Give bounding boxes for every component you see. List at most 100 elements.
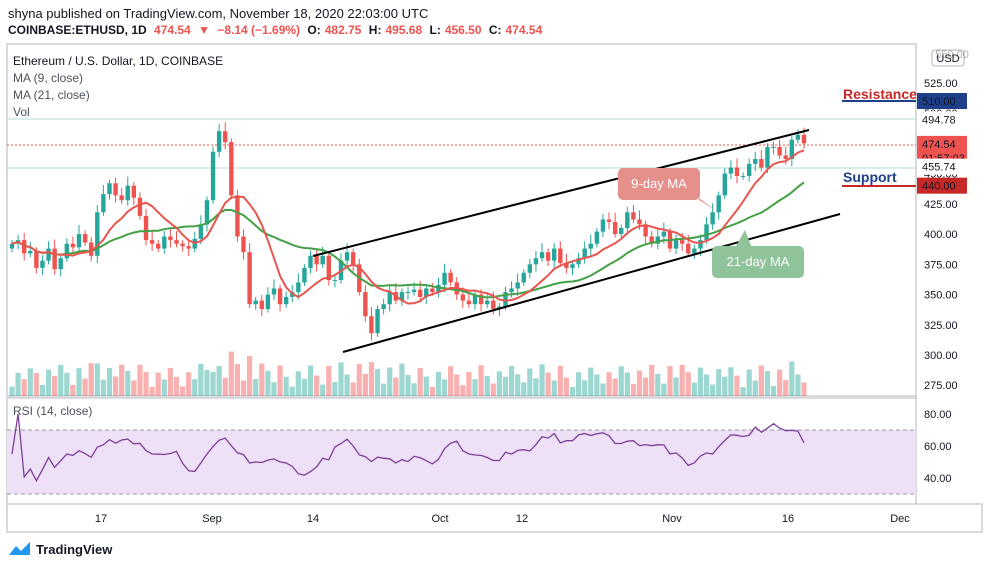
brand-label: TradingView [36,541,113,557]
volume-bar [667,366,673,396]
volume-bar [271,382,277,396]
time-axis[interactable]: 17 Sep 14 Oct 12 Nov 16 Dec [95,513,910,525]
price-tick: 375.00 [924,259,958,271]
candle [168,229,173,248]
candle [271,279,277,300]
candle [777,139,782,160]
svg-text:455.74: 455.74 [922,162,956,174]
candle [70,236,76,253]
volume-bar [143,372,149,396]
candle [253,296,258,310]
candle [113,177,118,203]
volume-bar [746,369,752,396]
volume-bar [15,372,21,396]
down-arrow-icon: ▼ [198,23,210,37]
volume-bar [460,385,466,396]
rsi-legend[interactable]: RSI (14, close) [13,404,93,418]
currency-box[interactable] [931,49,965,67]
volume-bar [582,380,588,396]
candle [704,217,709,244]
volume-bar [801,382,807,396]
channel-lower-line[interactable] [342,213,841,353]
volume-bar [82,378,88,396]
ma9-callout: 9-day MA [631,176,687,191]
volume-bar [289,386,295,396]
volume-bar [399,363,405,396]
candle [765,143,770,173]
rsi-tick: 80.00 [924,409,952,421]
candle [643,220,648,244]
candle [734,158,740,184]
candle [216,123,222,158]
volume-bar [490,383,496,396]
time-tick: Oct [431,513,448,525]
volume-bars [9,351,807,396]
candle [710,203,715,230]
price-tick: 275.00 [924,380,958,392]
price-change: −8.14 (−1.69%) [217,23,301,37]
volume-bar [167,367,173,396]
rsi-axis[interactable]: 80.00 60.00 40.00 [924,409,952,485]
candle [375,305,380,337]
volume-bar [64,372,70,396]
volume-bar [39,384,46,396]
volume-bar [100,379,106,396]
volume-bar [198,363,204,396]
volume-bar [76,368,82,396]
time-tick: Sep [202,513,222,525]
candle [107,179,112,200]
volume-bar [448,366,454,396]
symbol-label: COINBASE:ETHUSD, 1D [8,23,147,37]
channel-upper-line[interactable] [312,129,810,257]
candle [753,151,758,172]
candle [58,254,63,277]
volume-bar [789,361,795,396]
ma9-legend[interactable]: MA (9, close) [13,71,84,85]
high-label: H: [368,23,382,37]
ma21-line [11,181,805,299]
ma21-callout-box [712,246,804,278]
candle [533,250,539,272]
candle [125,176,130,206]
volume-bar [192,379,198,396]
candle [101,185,106,216]
time-axis-frame [6,503,983,533]
volume-bar [411,383,417,396]
volume-bar [368,362,375,396]
candle [9,240,15,253]
ma21-legend[interactable]: MA (21, close) [13,88,90,102]
volume-bar [441,379,448,396]
volume-bar [655,373,661,396]
candle [381,298,386,315]
candle [759,149,764,172]
rsi-tick: 40.00 [924,473,952,485]
volume-bar [673,377,679,396]
candle [204,196,210,232]
volume-bar [240,380,247,396]
volume-bar [307,365,314,396]
candle [625,206,630,236]
open-value: 482.75 [324,23,362,37]
volume-bar [472,379,478,396]
price-tick: 425.00 [924,199,958,211]
volume-bar [149,386,155,396]
candle [174,231,179,248]
volume-bar [381,383,387,396]
candle [162,231,167,255]
volume-bar [58,364,64,396]
volume-bar [533,378,539,396]
close-label: C: [488,23,502,37]
volume-bar [496,371,502,396]
volume-bar [600,383,606,396]
vol-legend[interactable]: Vol [13,105,30,119]
volume-bar [131,380,137,396]
brand[interactable]: TradingView [8,541,112,557]
volume-bar [643,377,649,396]
volume-bar [112,376,119,396]
candle [655,229,660,250]
candle [82,230,88,247]
candle [789,136,795,167]
volume-bar [697,367,704,396]
candle [326,252,331,286]
